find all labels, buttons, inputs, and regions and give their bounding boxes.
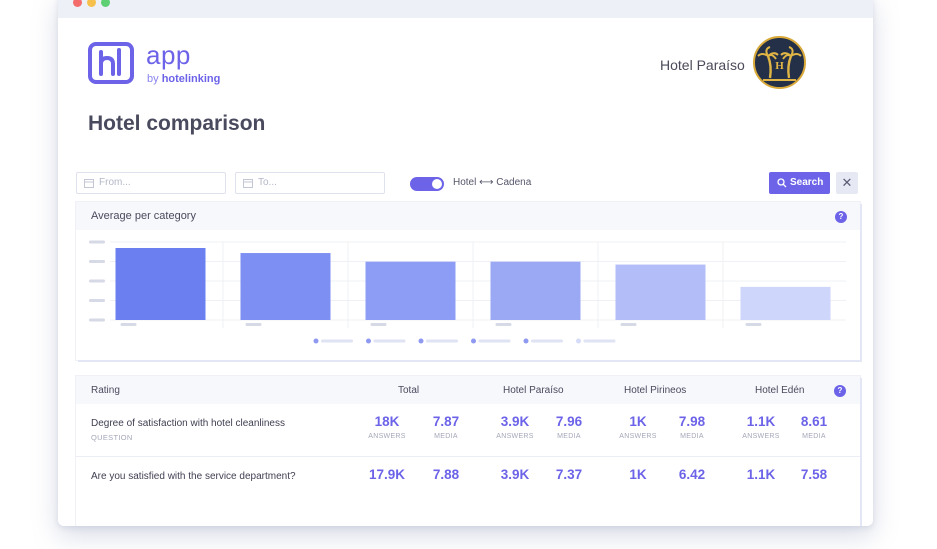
x-tick-label [495,323,512,326]
y-tick-label [89,299,105,302]
search-button-label: Search [790,177,824,188]
legend-label [321,339,353,343]
palm-trees-icon: H [757,46,802,81]
x-tick-label [620,323,637,326]
question-text: Degree of satisfaction with hotel cleanl… [91,418,285,429]
logo-byline: by hotelinking [147,73,220,85]
hl-logo-icon [88,42,134,84]
hotel-avatar[interactable]: H [753,36,806,89]
legend-marker [418,338,424,344]
chart-bar [365,261,456,320]
date-to-input[interactable]: To... [235,172,385,194]
total-answers: 17.9K [368,467,406,482]
media-label: MEDIA [680,433,704,440]
h1-media: 7.37 [555,467,583,482]
col-hotel-paraiso: Hotel Paraíso [503,385,564,396]
search-button[interactable]: Search [769,172,830,194]
answers-label: ANSWERS [619,433,657,440]
x-tick-label [370,323,387,326]
h3-media: 7.58 [800,467,828,482]
y-tick-label [89,279,105,283]
answers-label: ANSWERS [368,433,406,440]
calendar-icon [243,179,253,188]
date-to-placeholder: To... [258,177,277,188]
h2-answers: 1K [629,414,647,429]
h2-media: 7.98 [678,414,706,429]
table-row: Are you satisfied with the service depar… [76,457,860,509]
x-tick-label [745,323,762,326]
app-window: app by hotelinking Hotel Paraíso H Hotel… [58,0,873,526]
question-text: Are you satisfied with the service depar… [91,471,296,482]
total-answers: 18K [374,414,400,429]
category-bar-chart [89,240,846,344]
average-per-category-card: Average per category ? [76,202,860,360]
legend-label [426,339,458,343]
chart-card-header: Average per category ? [76,202,860,230]
total-media: 7.87 [432,414,460,429]
question-type: QUESTION [91,433,133,442]
y-tick-label [89,318,105,322]
clear-filters-button[interactable]: ✕ [836,172,858,194]
hotel-chain-toggle[interactable] [410,177,444,191]
legend-label [583,339,616,343]
window-titlebar [58,0,873,18]
minimize-window-button[interactable] [87,0,96,7]
table-header: Rating Total Hotel Paraíso Hotel Pirineo… [76,376,860,404]
legend-label [531,339,563,343]
y-tick-label [89,240,105,244]
page-title: Hotel comparison [88,112,266,135]
maximize-window-button[interactable] [101,0,110,7]
chart-bar [615,264,706,320]
h3-media: 8.61 [800,414,828,429]
media-label: MEDIA [802,433,826,440]
col-hotel-pirineos: Hotel Pirineos [624,385,687,396]
chart-card-title: Average per category [91,210,196,222]
calendar-icon [84,179,94,188]
avatar-letter: H [775,60,784,72]
toggle-label: Hotel ⟷ Cadena [453,177,532,188]
answers-label: ANSWERS [742,433,780,440]
media-label: MEDIA [434,433,458,440]
col-hotel-eden: Hotel Edén [755,385,805,396]
h1-answers: 3.9K [500,414,530,429]
total-media: 7.88 [432,467,460,482]
chart-bar [240,253,331,320]
h1-answers: 3.9K [500,467,530,482]
current-hotel-name: Hotel Paraíso [660,57,745,73]
answers-label: ANSWERS [496,433,534,440]
table-row: Degree of satisfaction with hotel cleanl… [76,404,860,457]
h1-media: 7.96 [555,414,583,429]
date-from-input[interactable]: From... [76,172,226,194]
logo-app-text: app [146,40,191,70]
x-tick-label [120,323,137,326]
chart-help-icon[interactable]: ? [835,211,847,223]
legend-label [373,339,406,343]
toggle-knob [432,179,442,189]
rating-comparison-table: Rating Total Hotel Paraíso Hotel Pirineo… [76,376,860,526]
media-label: MEDIA [557,433,581,440]
legend-marker [366,338,371,344]
logo-brand-text: hotelinking [161,73,221,85]
chart-bar [740,286,831,320]
logo-by-text: by [147,73,159,85]
col-rating: Rating [91,385,120,396]
x-tick-label [245,323,262,326]
chart-bar [490,261,581,320]
search-icon [777,178,787,188]
legend-marker [576,338,581,344]
h3-answers: 1.1K [746,414,776,429]
h2-answers: 1K [629,467,647,482]
legend-marker [313,338,319,344]
legend-marker [523,338,529,344]
y-tick-label [89,260,105,263]
table-help-icon[interactable]: ? [834,385,846,397]
h2-media: 6.42 [678,467,706,482]
legend-marker [471,338,476,344]
close-window-button[interactable] [73,0,82,7]
chart-bar [115,248,206,320]
legend-label [478,339,511,343]
date-from-placeholder: From... [99,177,131,188]
col-total: Total [398,385,420,396]
h3-answers: 1.1K [746,467,776,482]
